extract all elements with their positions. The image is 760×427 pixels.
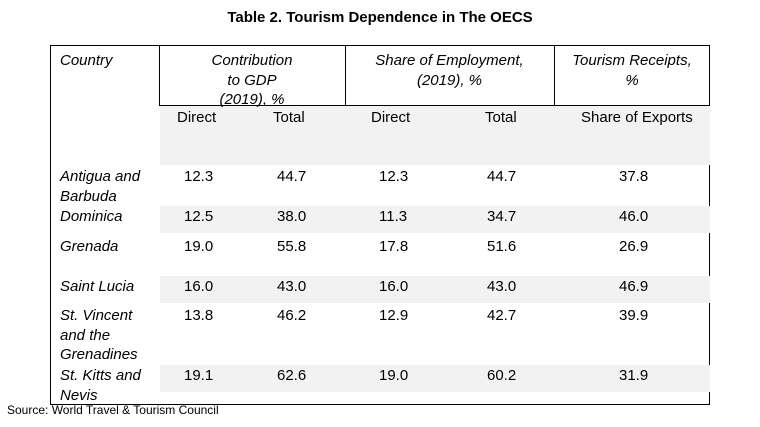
cell-gdp-total: 43.0 [277, 278, 307, 295]
source-note: Source: World Travel & Tourism Council [7, 403, 219, 417]
cell-gdp-total: 38.0 [277, 208, 307, 225]
row-country: Antigua and Barbuda [60, 168, 141, 205]
subheader-emp-total: Total [485, 109, 517, 126]
row-country: St. Vincent and the Grenadines [60, 307, 138, 363]
cell-emp-total: 34.7 [487, 208, 517, 225]
cell-emp-direct: 11.3 [379, 208, 408, 225]
cell-exports: 26.9 [619, 238, 649, 255]
cell-exports: 37.8 [619, 168, 649, 185]
table-title: Table 2. Tourism Dependence in The OECS [227, 9, 533, 26]
cell-gdp-total: 62.6 [277, 367, 307, 384]
cell-gdp-direct: 19.1 [184, 367, 214, 384]
row-shade-saint-lucia [160, 276, 710, 303]
subheader-gdp-direct: Direct [177, 109, 217, 126]
cell-emp-total: 44.7 [487, 168, 517, 185]
header-country: Country [60, 52, 113, 69]
divider-employment [554, 46, 555, 106]
cell-emp-direct: 17.8 [379, 238, 409, 255]
row-country: Saint Lucia [60, 278, 135, 295]
header-employment: Share of Employment, (2019), % [375, 52, 524, 89]
cell-gdp-direct: 19.0 [184, 238, 214, 255]
row-country: Dominica [60, 208, 123, 225]
cell-gdp-direct: 12.5 [184, 208, 214, 225]
cell-emp-direct: 12.3 [379, 168, 409, 185]
header-rule [159, 105, 710, 106]
cell-exports: 46.0 [619, 208, 649, 225]
cell-emp-total: 60.2 [487, 367, 517, 384]
header-gdp: Contribution to GDP (2019), % [211, 52, 293, 108]
cell-gdp-total: 44.7 [277, 168, 307, 185]
row-shade-st-kitts [160, 365, 710, 392]
subheader-emp-direct: Direct [371, 109, 411, 126]
divider-country [159, 46, 160, 106]
row-country: Grenada [60, 238, 119, 255]
cell-exports: 39.9 [619, 307, 649, 324]
tourism-table: Country Contribution to GDP (2019), % Sh… [50, 45, 710, 405]
row-country: St. Kitts and Nevis [60, 367, 141, 404]
subheader-exports: Share of Exports [581, 109, 693, 126]
row-shade-dominica [160, 206, 710, 233]
header-receipts: Tourism Receipts, % [572, 52, 692, 89]
subheader-shade [160, 106, 710, 165]
subheader-gdp-total: Total [273, 109, 305, 126]
cell-gdp-direct: 16.0 [184, 278, 214, 295]
divider-gdp [345, 46, 346, 106]
cell-exports: 46.9 [619, 278, 649, 295]
cell-gdp-direct: 12.3 [184, 168, 214, 185]
cell-exports: 31.9 [619, 367, 649, 384]
cell-gdp-direct: 13.8 [184, 307, 214, 324]
cell-emp-direct: 12.9 [379, 307, 409, 324]
cell-emp-direct: 16.0 [379, 278, 409, 295]
cell-gdp-total: 46.2 [277, 307, 307, 324]
cell-gdp-total: 55.8 [277, 238, 307, 255]
cell-emp-direct: 19.0 [379, 367, 409, 384]
cell-emp-total: 42.7 [487, 307, 517, 324]
cell-emp-total: 43.0 [487, 278, 517, 295]
cell-emp-total: 51.6 [487, 238, 517, 255]
